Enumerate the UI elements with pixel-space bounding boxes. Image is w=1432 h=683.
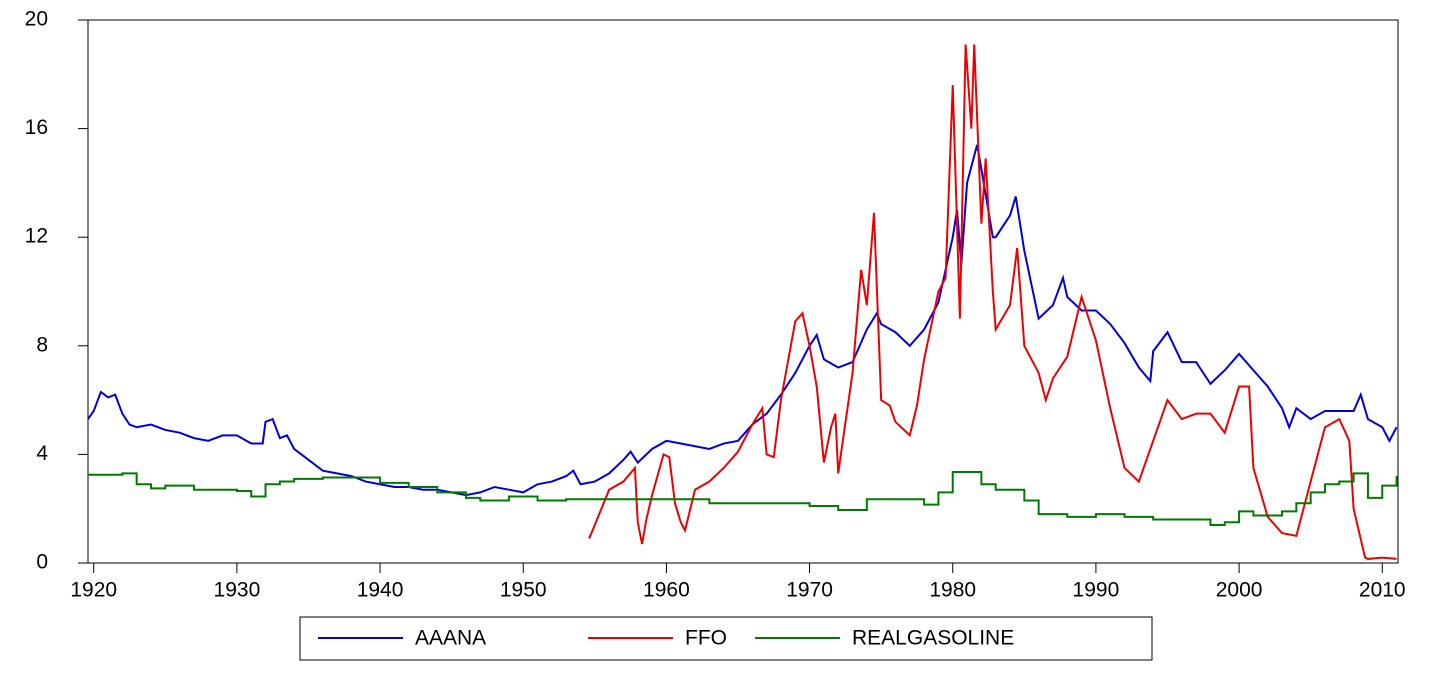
y-tick-label: 4 xyxy=(36,442,48,465)
x-tick-label: 1960 xyxy=(643,579,690,602)
y-tick-label: 8 xyxy=(36,333,48,356)
y-tick-label: 16 xyxy=(25,116,48,139)
y-tick-label: 0 xyxy=(36,551,48,574)
x-tick-label: 1930 xyxy=(214,579,261,602)
x-tick-label: 2010 xyxy=(1359,579,1406,602)
x-tick-label: 1990 xyxy=(1073,579,1120,602)
legend-box xyxy=(299,616,1153,661)
plot-frame xyxy=(87,19,1399,564)
series-line xyxy=(87,144,1398,497)
x-tick-label: 1950 xyxy=(500,579,547,602)
series-line xyxy=(588,44,1397,560)
legend-label: FFO xyxy=(685,627,727,650)
series-line xyxy=(88,471,1398,526)
x-tick-label: 1940 xyxy=(357,579,404,602)
x-tick-label: 1970 xyxy=(786,579,833,602)
x-tick-label: 1920 xyxy=(70,579,117,602)
y-tick-label: 20 xyxy=(25,8,48,31)
y-tick-label: 12 xyxy=(25,225,48,248)
legend-label: AAANA xyxy=(415,627,486,650)
x-tick-label: 1980 xyxy=(929,579,976,602)
legend-label: REALGASOLINE xyxy=(852,627,1014,650)
x-tick-label: 2000 xyxy=(1216,579,1263,602)
